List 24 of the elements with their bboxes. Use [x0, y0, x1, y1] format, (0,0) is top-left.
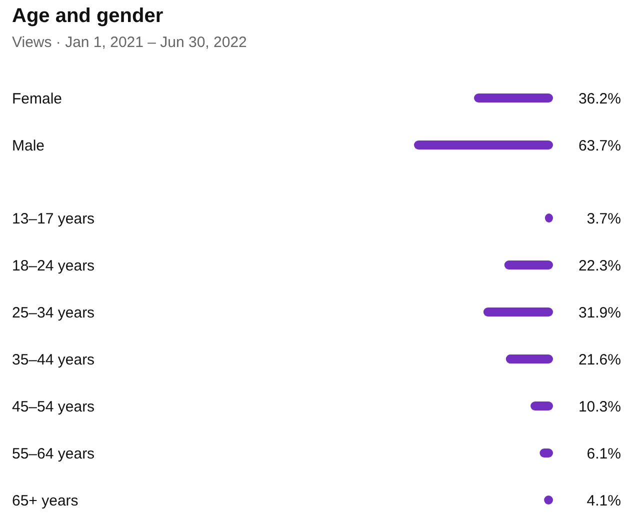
y-tick-label: 35–44 years [12, 351, 95, 368]
data-label: 63.7% [578, 137, 621, 154]
data-label: 10.3% [578, 398, 621, 416]
y-tick-label: 18–24 years [12, 257, 95, 274]
data-label: 36.2% [578, 90, 621, 108]
bar [504, 260, 553, 270]
y-tick-label: 55–64 years [12, 445, 95, 462]
data-label: 22.3% [578, 257, 621, 274]
bar [530, 402, 553, 410]
data-label: 31.9% [578, 304, 621, 322]
data-label: 4.1% [586, 492, 621, 510]
y-tick-label: 45–54 years [12, 398, 95, 416]
data-label: 3.7% [586, 210, 621, 228]
y-tick-label: Male [12, 137, 45, 154]
y-tick-label: 25–34 years [12, 304, 95, 322]
text: Age and gender [12, 5, 164, 27]
data-label: 6.1% [586, 445, 621, 462]
bar [506, 354, 553, 364]
text: Views · Jan 1, 2021 – Jun 30, 2022 [12, 34, 247, 51]
y-tick-label: 65+ years [12, 492, 78, 510]
data-label: 21.6% [578, 351, 621, 368]
y-tick-label: 13–17 years [12, 210, 95, 228]
bar [483, 308, 553, 316]
y-tick-label: Female [12, 90, 62, 108]
